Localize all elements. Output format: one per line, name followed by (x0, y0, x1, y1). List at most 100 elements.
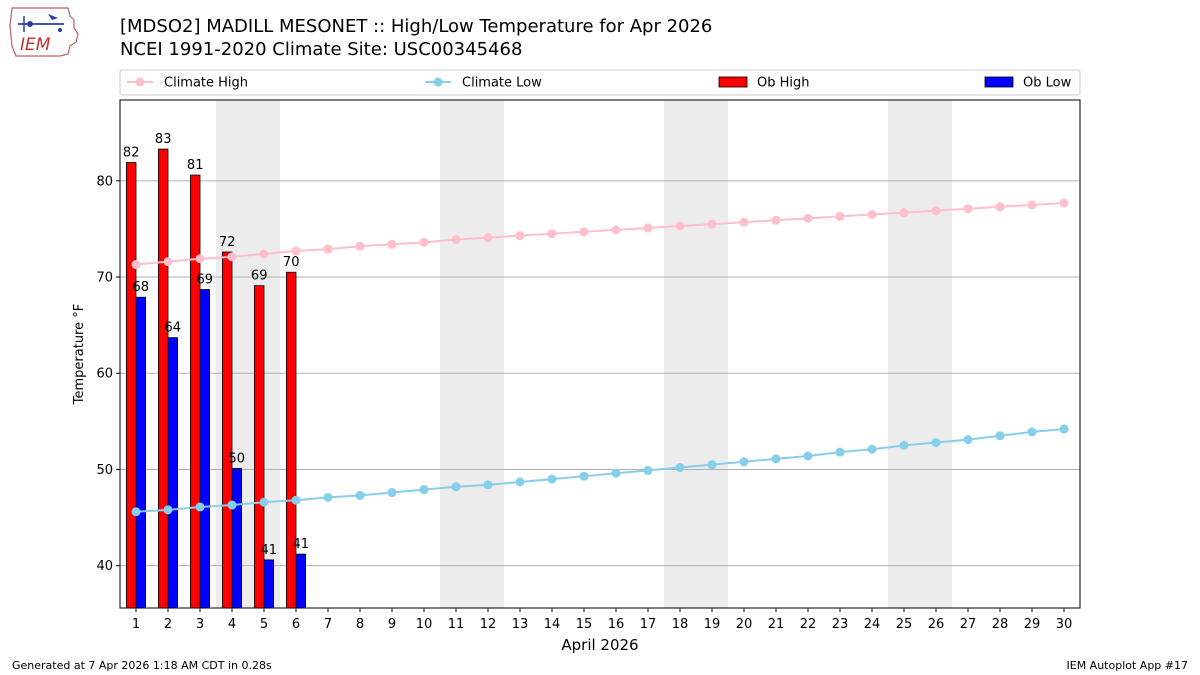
legend-ob-high-label: Ob High (757, 76, 810, 91)
climate-low-line (135, 428, 1065, 513)
x-tick-label: 7 (324, 617, 332, 632)
climate-high-point (323, 244, 333, 254)
climate-low-point (675, 463, 685, 473)
climate-low-point (1059, 424, 1069, 434)
climate-low-point (739, 457, 749, 467)
climate-high-point (227, 252, 237, 262)
x-tick-label: 18 (672, 617, 689, 632)
x-tick-label: 3 (196, 617, 204, 632)
x-tick-label: 21 (768, 617, 785, 632)
climate-low-point (899, 440, 909, 450)
ob-low-bar (295, 553, 307, 609)
climate-high-point (451, 235, 461, 245)
climate-low-point (931, 438, 941, 448)
y-tick-label: 50 (96, 463, 113, 478)
ob-low-label: 69 (197, 273, 214, 288)
x-tick-label: 2 (164, 617, 172, 632)
climate-low-point (355, 490, 365, 500)
climate-high-point (803, 213, 813, 223)
legend-ob-low-swatch (984, 76, 1014, 88)
climate-low-point (483, 480, 493, 490)
climate-low-point (835, 447, 845, 457)
x-tick-label: 22 (800, 617, 817, 632)
climate-low-point (643, 465, 653, 475)
plot-frame (119, 99, 1081, 609)
climate-low-point (707, 460, 717, 470)
x-axis-label: April 2026 (561, 636, 638, 654)
ob-low-label: 50 (229, 451, 246, 466)
ob-high-label: 72 (219, 235, 236, 250)
bar-value-labels: 82 83 81 72 69 70 68 64 69 50 41 41 (123, 132, 309, 558)
ob-high-bar (221, 251, 233, 609)
ob-high-label: 70 (283, 255, 300, 270)
climate-high-point (515, 231, 525, 241)
ob-high-bar (126, 162, 137, 609)
ob-low-label: 41 (293, 537, 310, 552)
x-tick-label: 20 (736, 617, 753, 632)
x-tick-label: 15 (576, 617, 593, 632)
x-tick-label: 24 (864, 617, 881, 632)
climate-high-point (771, 215, 781, 225)
x-tick-label: 23 (832, 617, 849, 632)
svg-text:IEM: IEM (20, 35, 51, 55)
climate-high-point (899, 208, 909, 218)
climate-high-point (1027, 200, 1037, 210)
x-tick-label: 11 (448, 617, 465, 632)
climate-high-point (611, 225, 621, 235)
y-tick-label: 70 (96, 271, 113, 286)
climate-low-point (995, 431, 1005, 441)
ob-high-bar (157, 148, 169, 609)
ob-low-bar (135, 296, 147, 609)
bars (126, 148, 307, 609)
ob-high-label: 82 (123, 146, 140, 161)
climate-high-point (739, 217, 749, 227)
climate-low-point (771, 454, 781, 464)
y-tick-label: 40 (96, 559, 113, 574)
climate-high-point (835, 211, 845, 221)
climate-low-point (579, 471, 589, 481)
climate-low-point (323, 492, 333, 502)
x-tick-label: 27 (960, 617, 977, 632)
x-tick-label: 17 (640, 617, 657, 632)
x-tick-label: 9 (388, 617, 396, 632)
climate-high-point (675, 221, 685, 231)
x-tick-label: 5 (260, 617, 268, 632)
climate-low-point (611, 468, 621, 478)
climate-high-point (579, 227, 589, 237)
legend-climate-low-marker (433, 77, 443, 87)
climate-high-point (643, 223, 653, 233)
climate-low-point (451, 482, 461, 492)
x-tick-label: 8 (356, 617, 364, 632)
legend-climate-high-label: Climate High (164, 76, 248, 91)
x-tick-label: 25 (896, 617, 913, 632)
climate-high-point (355, 241, 365, 251)
x-tick-label: 19 (704, 617, 721, 632)
climate-high-point (483, 233, 493, 243)
climate-lines (131, 198, 1069, 517)
x-tick-label: 14 (544, 617, 561, 632)
legend: Climate High Climate Low Ob High Ob Low (119, 69, 1081, 96)
climate-high-point (163, 257, 173, 267)
legend-box (119, 69, 1081, 96)
weekend-band (888, 100, 952, 608)
climate-high-point (131, 260, 141, 270)
climate-high-point (1059, 198, 1069, 208)
app-credit: IEM Autoplot App #17 (1066, 659, 1189, 672)
x-tick-label: 13 (512, 617, 529, 632)
generated-timestamp: Generated at 7 Apr 2026 1:18 AM CDT in 0… (12, 659, 272, 672)
ob-low-bar (231, 468, 243, 609)
x-tick-label: 29 (1024, 617, 1041, 632)
x-tick-label: 4 (228, 617, 236, 632)
climate-low-point (259, 497, 269, 507)
ob-high-label: 83 (155, 132, 172, 147)
climate-high-point (419, 237, 429, 247)
chart-subtitle: NCEI 1991-2020 Climate Site: USC00345468 (120, 39, 523, 60)
legend-ob-high-swatch (718, 76, 748, 88)
climate-low-point (1027, 427, 1037, 437)
x-tick-label: 10 (416, 617, 433, 632)
climate-low-point (867, 444, 877, 454)
iem-logo: IEM (8, 6, 82, 62)
ob-low-label: 68 (133, 280, 150, 295)
x-tick-label: 1 (132, 617, 140, 632)
